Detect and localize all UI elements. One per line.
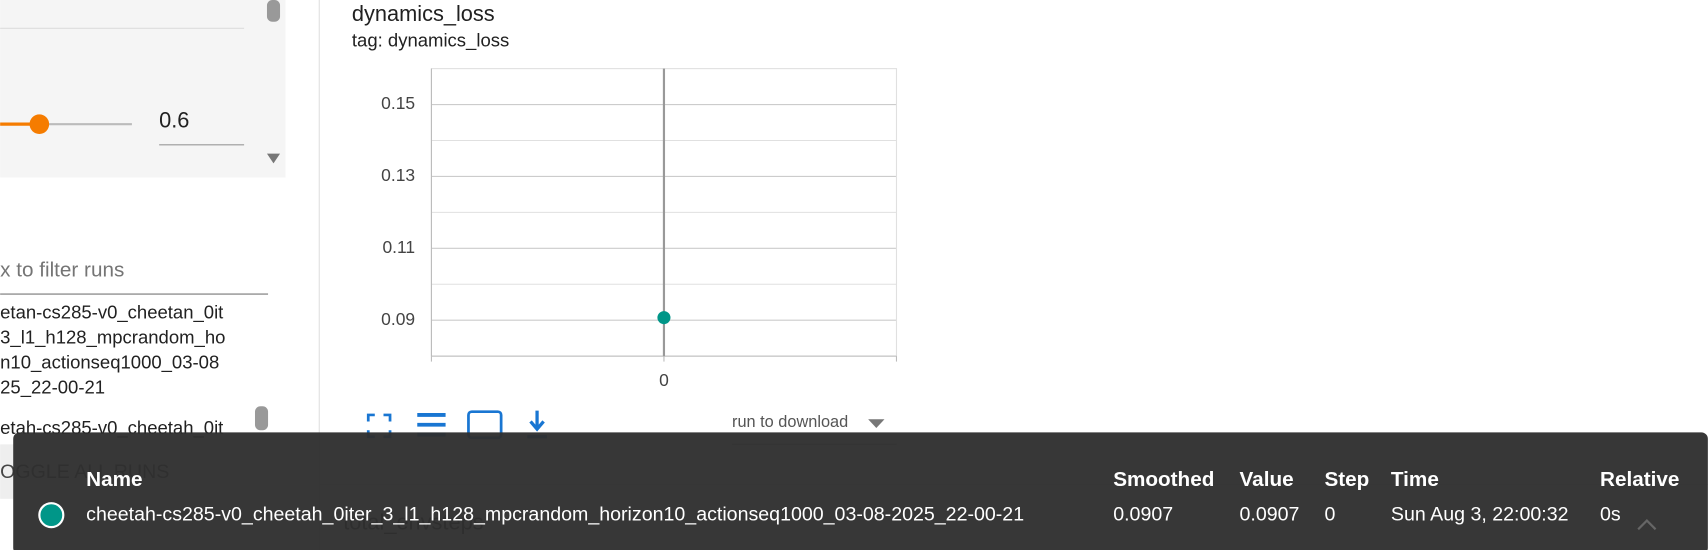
dropdown-arrow[interactable] (868, 419, 885, 429)
tooltip-cell: 0.0907 (1240, 503, 1300, 525)
tooltip-cell: 0.0907 (1113, 503, 1173, 525)
smoothing-value[interactable]: 0.6 (159, 108, 189, 133)
plot: 0.09 0.11 0.13 0.15 0 (381, 68, 898, 390)
run-label-line: 3_l1_h128_mpcrandom_ho (0, 327, 225, 349)
scrollbar[interactable] (254, 406, 269, 431)
run-label-line: 25_22-00-21 (0, 377, 105, 399)
settings-panel (0, 0, 286, 178)
filter-input[interactable]: x to filter runs (0, 259, 124, 282)
tooltip-background (13, 432, 1708, 550)
run-label-line: etan-cs285-v0_cheetan_0it (0, 302, 223, 324)
column-header: Name (86, 468, 142, 491)
tooltip: Name Smoothed Value Step Time Relative cheetah… (13, 432, 1708, 550)
fullscreen-icon[interactable] (366, 413, 392, 439)
tooltip-cell: cheetah-cs285-v0_cheetah_0iter_3_l1_h128… (86, 503, 1024, 525)
run-label-line: n10_actionseq1000_03-08 (0, 352, 219, 374)
column-header: Relative (1600, 468, 1679, 491)
run-label[interactable]: etan-cs285-v0_cheetan_0it 3_l1_h128_mpcra… (0, 302, 225, 399)
card-tag: tag: dynamics_loss (352, 29, 509, 51)
column-header: Time (1391, 468, 1439, 491)
data-point (657, 311, 671, 325)
column-header: Value (1240, 468, 1294, 491)
scrollbar[interactable] (266, 0, 281, 22)
column-header: Step (1324, 468, 1369, 491)
data-table-icon[interactable] (417, 413, 446, 437)
run-swatch (38, 502, 65, 529)
y-tick-label: 0.11 (382, 237, 415, 257)
x-tick-label: 0 (659, 370, 669, 390)
y-tick-label: 0.13 (381, 165, 415, 185)
scroll-down[interactable] (266, 153, 281, 164)
slider-knob[interactable] (29, 114, 50, 134)
y-tick-label: 0.15 (381, 93, 415, 113)
column-header: Smoothed (1113, 468, 1214, 491)
tooltip-cell: 0 (1324, 503, 1335, 525)
tooltip-cell: 0s (1600, 503, 1621, 525)
card-title: dynamics_loss (352, 1, 495, 26)
collapse-icon[interactable] (1637, 519, 1657, 531)
tooltip-cell: Sun Aug 3, 22:00:32 (1391, 503, 1569, 525)
y-tick-label: 0.09 (381, 309, 415, 329)
download-select[interactable]: run to download (732, 413, 848, 431)
